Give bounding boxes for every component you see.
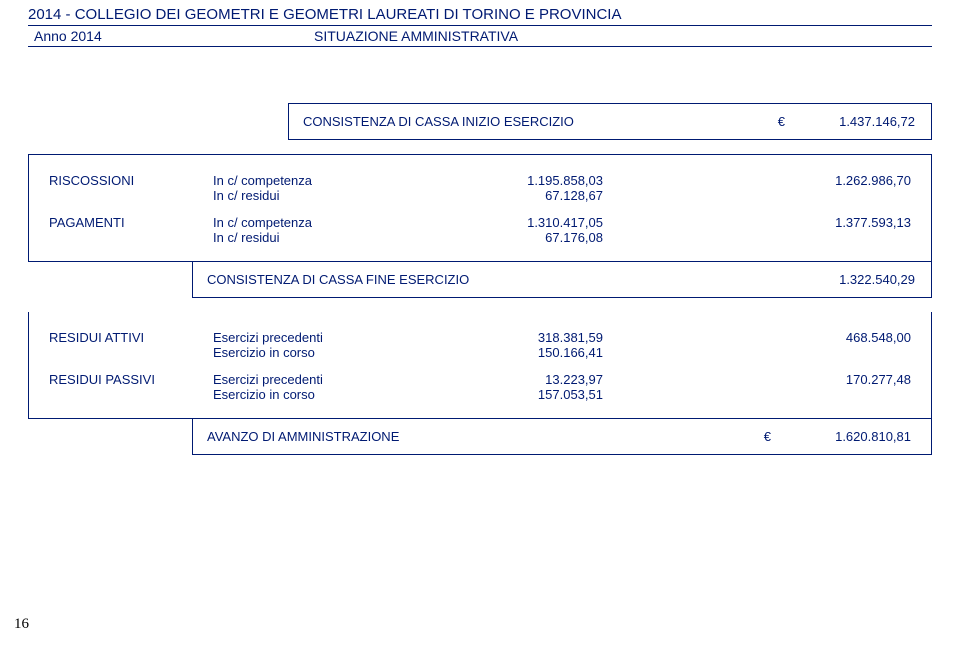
cassa-fine-value: 1.322.540,29 <box>785 272 921 287</box>
residui-passivi-total: 170.277,48 <box>603 372 921 387</box>
riscossioni-row-desc: In c/ competenza <box>213 173 423 188</box>
residui-passivi-row-value: 157.053,51 <box>423 387 603 402</box>
pagamenti-row-desc: In c/ competenza <box>213 215 423 230</box>
riscossioni-total: 1.262.986,70 <box>603 173 921 188</box>
section-residui: RESIDUI ATTIVI Esercizi precedenti 318.3… <box>28 312 932 419</box>
section-cassa-inizio: CONSISTENZA DI CASSA INIZIO ESERCIZIO € … <box>288 103 932 140</box>
riscossioni-row-desc: In c/ residui <box>213 188 423 203</box>
residui-attivi-row-desc: Esercizio in corso <box>213 345 423 360</box>
residui-passivi-row-desc: Esercizio in corso <box>213 387 423 402</box>
section-movimenti: RISCOSSIONI In c/ competenza 1.195.858,0… <box>28 154 932 262</box>
riscossioni-row-value: 67.128,67 <box>423 188 603 203</box>
currency-symbol: € <box>765 114 785 129</box>
page: 2014 - COLLEGIO DEI GEOMETRI E GEOMETRI … <box>0 0 960 455</box>
cassa-inizio-value: 1.437.146,72 <box>785 114 921 129</box>
cassa-fine-label: CONSISTENZA DI CASSA FINE ESERCIZIO <box>207 272 785 287</box>
group-residui-passivi: RESIDUI PASSIVI Esercizi precedenti 13.2… <box>49 372 921 402</box>
residui-passivi-row-desc: Esercizi precedenti <box>213 372 423 387</box>
pagamenti-row-desc: In c/ residui <box>213 230 423 245</box>
riscossioni-label: RISCOSSIONI <box>49 173 213 188</box>
group-residui-attivi: RESIDUI ATTIVI Esercizi precedenti 318.3… <box>49 330 921 360</box>
doc-title: 2014 - COLLEGIO DEI GEOMETRI E GEOMETRI … <box>28 6 932 26</box>
residui-attivi-total: 468.548,00 <box>603 330 921 345</box>
avanzo-label: AVANZO DI AMMINISTRAZIONE <box>207 429 751 444</box>
doc-subtitle: SITUAZIONE AMMINISTRATIVA <box>314 28 518 44</box>
pagamenti-row-value: 1.310.417,05 <box>423 215 603 230</box>
group-riscossioni: RISCOSSIONI In c/ competenza 1.195.858,0… <box>49 173 921 203</box>
section-avanzo: AVANZO DI AMMINISTRAZIONE € 1.620.810,81 <box>192 419 932 455</box>
page-number: 16 <box>14 616 29 633</box>
pagamenti-total: 1.377.593,13 <box>603 215 921 230</box>
currency-symbol: € <box>751 429 771 444</box>
group-pagamenti: PAGAMENTI In c/ competenza 1.310.417,05 … <box>49 215 921 245</box>
pagamenti-row-value: 67.176,08 <box>423 230 603 245</box>
cassa-inizio-label: CONSISTENZA DI CASSA INIZIO ESERCIZIO <box>303 114 765 129</box>
doc-year: Anno 2014 <box>34 28 314 44</box>
section-cassa-fine: CONSISTENZA DI CASSA FINE ESERCIZIO 1.32… <box>192 262 932 298</box>
riscossioni-row-value: 1.195.858,03 <box>423 173 603 188</box>
avanzo-value: 1.620.810,81 <box>771 429 921 444</box>
residui-attivi-row-value: 150.166,41 <box>423 345 603 360</box>
residui-attivi-label: RESIDUI ATTIVI <box>49 330 213 345</box>
residui-passivi-label: RESIDUI PASSIVI <box>49 372 213 387</box>
residui-attivi-row-value: 318.381,59 <box>423 330 603 345</box>
doc-subheader: Anno 2014 SITUAZIONE AMMINISTRATIVA <box>28 26 932 47</box>
residui-passivi-row-value: 13.223,97 <box>423 372 603 387</box>
pagamenti-label: PAGAMENTI <box>49 215 213 230</box>
residui-attivi-row-desc: Esercizi precedenti <box>213 330 423 345</box>
